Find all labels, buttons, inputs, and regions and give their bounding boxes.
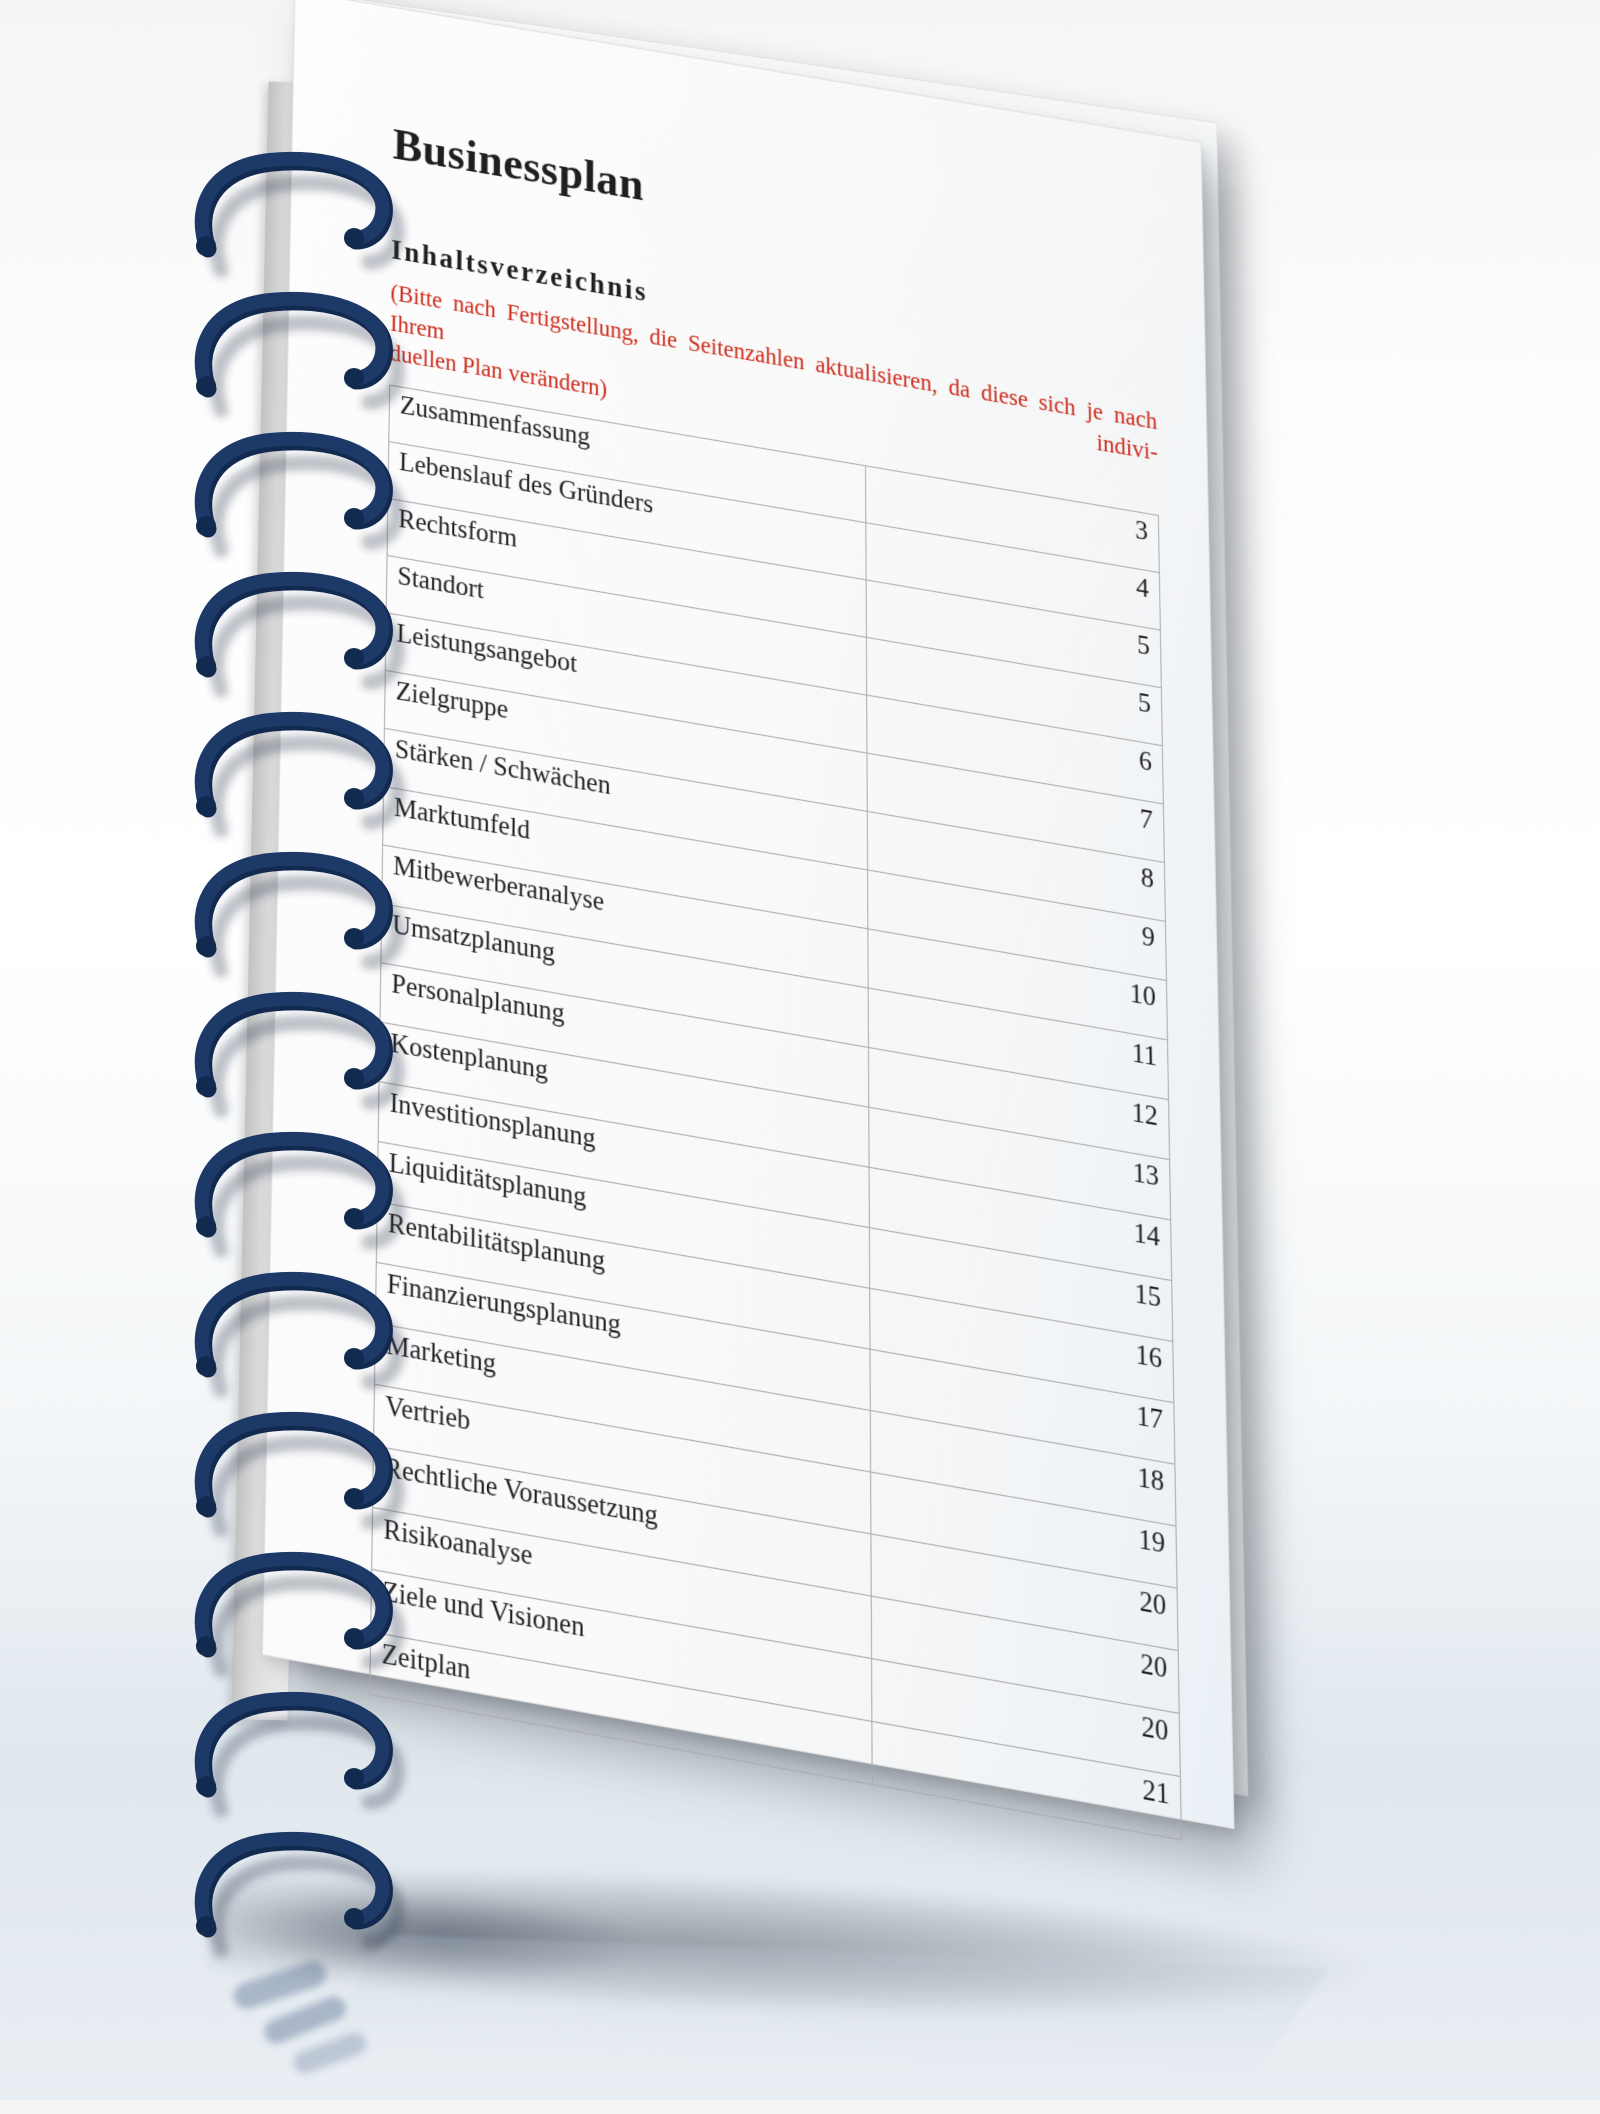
binding-loop xyxy=(196,1419,397,1530)
binding-loop xyxy=(196,719,397,830)
toc-table: Zusammenfassung 3 Lebenslauf des Gründer… xyxy=(369,385,1182,1841)
binding-loop xyxy=(196,859,397,970)
spiral-binding xyxy=(182,128,422,1968)
binding-loop xyxy=(196,159,397,270)
binding-loop xyxy=(196,1699,397,1810)
binding-loop xyxy=(196,1559,397,1670)
binding-loop xyxy=(196,1279,397,1390)
binding-loop xyxy=(196,579,397,690)
binding-loop xyxy=(196,1839,397,1950)
toc-table-body: Zusammenfassung 3 Lebenslauf des Gründer… xyxy=(369,385,1182,1841)
binding-loop xyxy=(196,299,397,410)
binding-loop xyxy=(196,439,397,550)
binding-loop xyxy=(196,1139,397,1250)
binding-loop xyxy=(196,999,397,1110)
